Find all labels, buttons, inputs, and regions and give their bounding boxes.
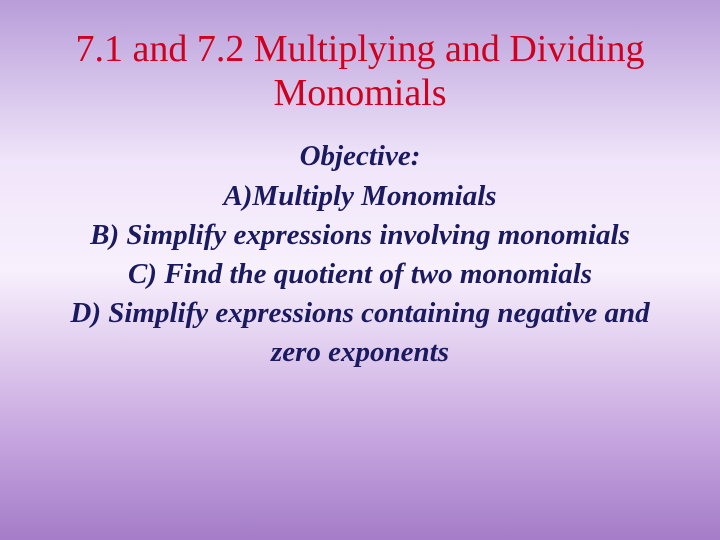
objective-item-c: C) Find the quotient of two monomials: [60, 255, 660, 294]
slide-container: 7.1 and 7.2 Multiplying and Dividing Mon…: [0, 0, 720, 540]
slide-body: Objective: A)Multiply Monomials B) Simpl…: [0, 137, 720, 372]
slide-title: 7.1 and 7.2 Multiplying and Dividing Mon…: [0, 28, 720, 115]
objective-item-d: D) Simplify expressions containing negat…: [60, 294, 660, 372]
objective-item-b: B) Simplify expressions involving monomi…: [60, 216, 660, 255]
objective-item-a: A)Multiply Monomials: [60, 177, 660, 216]
objective-heading: Objective:: [60, 137, 660, 176]
